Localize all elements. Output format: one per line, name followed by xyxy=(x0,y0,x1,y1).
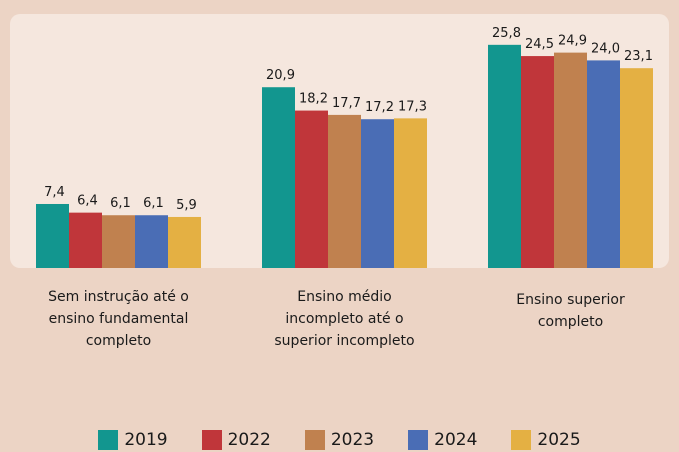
legend-swatch xyxy=(408,430,429,450)
legend-label: 2024 xyxy=(434,430,478,450)
bar xyxy=(168,216,201,268)
bar xyxy=(36,203,69,268)
legend-label: 2023 xyxy=(330,430,375,450)
value-label: 6,4 xyxy=(77,194,98,209)
bar xyxy=(102,215,135,268)
category-label: Ensino médio incompleto até o superior i… xyxy=(274,289,415,349)
legend-item: 2024 xyxy=(408,430,477,450)
value-label: 6,1 xyxy=(143,196,164,211)
legend-swatch xyxy=(201,430,222,450)
value-label: 24,9 xyxy=(558,34,587,49)
value-label: 20,9 xyxy=(266,68,295,83)
legend: 2019 2022 2023 2024 2025 xyxy=(0,430,679,450)
bar xyxy=(488,44,521,268)
legend-swatch xyxy=(511,430,532,450)
legend-label: 2022 xyxy=(227,430,271,450)
legend-label: 2025 xyxy=(537,430,581,450)
category-label: Sem instrução até o ensino fundamental c… xyxy=(48,289,189,349)
legend-swatch xyxy=(304,430,325,450)
value-label: 17,3 xyxy=(398,99,427,114)
bar xyxy=(295,110,328,268)
legend-item: 2019 xyxy=(98,430,168,450)
category-label: Ensino superior completo xyxy=(516,292,625,330)
legend-item: 2022 xyxy=(201,430,271,450)
bar xyxy=(394,118,427,268)
bar xyxy=(620,68,653,268)
value-label: 24,0 xyxy=(591,41,620,56)
bar xyxy=(587,60,620,269)
bar xyxy=(69,212,102,268)
value-label: 5,9 xyxy=(176,198,197,213)
legend-item: 2023 xyxy=(304,430,375,450)
value-label: 17,7 xyxy=(332,96,361,111)
bar xyxy=(554,52,587,268)
value-label: 18,2 xyxy=(299,92,328,107)
value-label: 25,8 xyxy=(492,26,521,41)
legend-item: 2025 xyxy=(511,430,581,450)
legend-swatch xyxy=(98,430,119,450)
bar xyxy=(135,215,168,268)
value-label: 23,1 xyxy=(624,49,653,64)
bar xyxy=(328,114,361,269)
value-label: 7,4 xyxy=(44,185,65,200)
bar xyxy=(521,56,554,269)
bar xyxy=(262,87,295,268)
value-label: 17,2 xyxy=(365,100,394,115)
value-label: 24,5 xyxy=(525,37,554,52)
value-label: 6,1 xyxy=(110,196,131,211)
bar xyxy=(361,119,394,268)
legend-label: 2019 xyxy=(124,430,168,450)
